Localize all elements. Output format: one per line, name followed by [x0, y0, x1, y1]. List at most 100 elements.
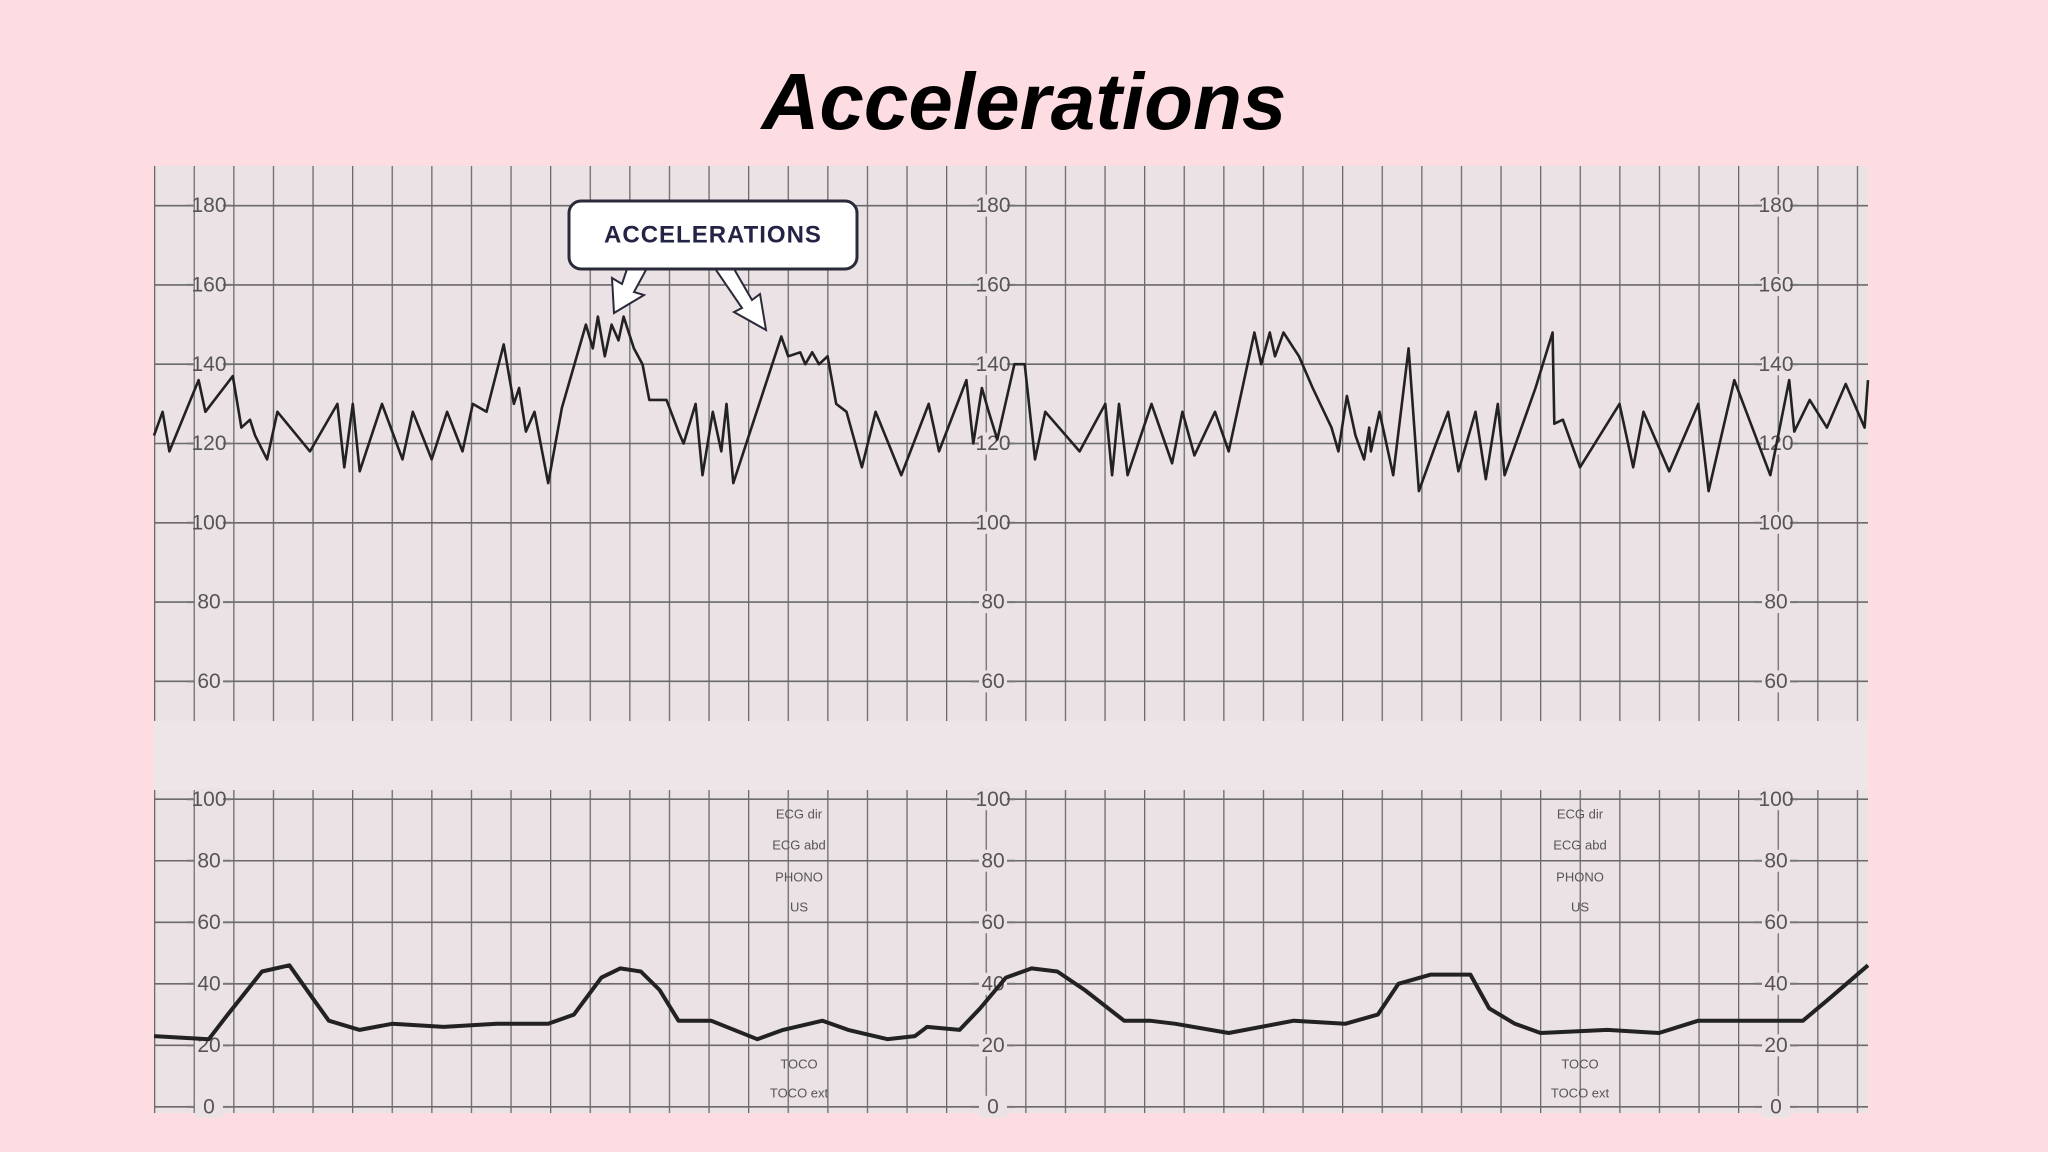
tick-label-bg	[1762, 273, 1790, 296]
tick-label-bg	[195, 788, 223, 811]
y-tick-label: 80	[197, 849, 220, 872]
tick-label-bg	[1762, 591, 1790, 614]
y-tick-label: 180	[191, 194, 226, 217]
tick-label-bg	[979, 788, 1007, 811]
tick-label-bg	[979, 972, 1007, 995]
y-tick-label: 60	[1764, 670, 1787, 693]
trace	[153, 963, 1870, 1042]
vertical-grid	[154, 790, 1868, 1113]
channel-label: ECG abd	[1553, 837, 1606, 852]
tick-label-bg	[979, 353, 1007, 376]
tick-label-bg	[1762, 1034, 1790, 1057]
y-tick-label: 80	[981, 849, 1004, 872]
toco-label: TOCO	[1561, 1056, 1598, 1071]
y-tick-label: 40	[197, 972, 220, 995]
tick-label-bg	[979, 911, 1007, 934]
tick-label-bg	[195, 849, 223, 872]
y-tick-label: 100	[975, 511, 1010, 534]
y-tick-label: 60	[1764, 911, 1787, 934]
y-tick-label: 20	[981, 1034, 1004, 1057]
y-tick-label: 0	[203, 1095, 215, 1118]
y-tick-label: 60	[197, 670, 220, 693]
y-tick-label: 80	[1764, 591, 1787, 614]
y-tick-label: 180	[1758, 194, 1793, 217]
panel-gap	[154, 721, 1868, 790]
callout-arrow	[610, 264, 648, 315]
tick-label-bg	[1762, 911, 1790, 934]
y-tick-label: 100	[1758, 788, 1793, 811]
callout-text: ACCELERATIONS	[604, 221, 822, 248]
y-tick-label: 0	[1770, 1095, 1782, 1118]
trace	[152, 315, 1870, 493]
y-tick-label: 40	[1764, 972, 1787, 995]
y-tick-label: 120	[191, 432, 226, 455]
channel-labels: ECG dir ECG abd PHONO US ECG dir ECG abd…	[770, 806, 1610, 1100]
tick-label-bg	[1762, 353, 1790, 376]
channel-label: PHONO	[1556, 869, 1604, 884]
y-tick-label: 180	[975, 194, 1010, 217]
channel-label: PHONO	[775, 869, 823, 884]
y-tick-label: 140	[975, 353, 1010, 376]
tick-label-bg	[195, 972, 223, 995]
tick-label-bg	[979, 511, 1007, 534]
y-tick-label: 100	[1758, 511, 1793, 534]
y-tick-label: 40	[981, 972, 1004, 995]
tick-label-bg	[1762, 1095, 1790, 1118]
tick-label-bg	[195, 194, 223, 217]
tick-label-bg	[979, 194, 1007, 217]
tick-label-bg	[979, 849, 1007, 872]
tick-label-bg	[1762, 194, 1790, 217]
y-tick-label: 80	[981, 591, 1004, 614]
channel-label: US	[1571, 899, 1589, 914]
tick-label-bg	[195, 591, 223, 614]
tick-label-bg	[1762, 849, 1790, 872]
channel-label: ECG dir	[1557, 806, 1604, 821]
toco-label: TOCO ext	[1551, 1085, 1610, 1100]
tick-label-bg	[195, 911, 223, 934]
y-tick-label: 120	[975, 432, 1010, 455]
y-tick-label: 80	[1764, 849, 1787, 872]
tick-label-bg	[195, 670, 223, 693]
tick-label-bg	[1762, 511, 1790, 534]
y-tick-label: 100	[191, 511, 226, 534]
tick-label-bg	[979, 1034, 1007, 1057]
y-tick-label: 140	[1758, 353, 1793, 376]
toco-label: TOCO	[780, 1056, 817, 1071]
channel-label: ECG dir	[776, 806, 823, 821]
tick-label-bg	[1762, 670, 1790, 693]
y-tick-label: 60	[981, 670, 1004, 693]
y-tick-label: 20	[1764, 1034, 1787, 1057]
tick-label-bg	[195, 353, 223, 376]
traces	[152, 315, 1870, 1042]
tick-label-bg	[195, 432, 223, 455]
y-tick-label: 140	[191, 353, 226, 376]
y-tick-label: 160	[191, 273, 226, 296]
y-tick-label: 160	[1758, 273, 1793, 296]
y-tick-label: 60	[197, 911, 220, 934]
slide-title: Accelerations	[760, 57, 1287, 146]
tick-label-bg	[979, 670, 1007, 693]
y-tick-label: 60	[981, 911, 1004, 934]
tick-label-bg	[979, 273, 1007, 296]
y-tick-label: 80	[197, 591, 220, 614]
callout: ACCELERATIONS	[567, 199, 859, 332]
tick-label-bg	[195, 273, 223, 296]
tick-label-bg	[979, 1095, 1007, 1118]
tick-label-bg	[979, 432, 1007, 455]
y-tick-label: 100	[191, 788, 226, 811]
channel-label: US	[790, 899, 808, 914]
callout-box	[567, 199, 859, 271]
channel-label: ECG abd	[772, 837, 825, 852]
y-tick-label: 0	[987, 1095, 999, 1118]
y-tick-label: 100	[975, 788, 1010, 811]
y-tick-label: 160	[975, 273, 1010, 296]
tick-label-bg	[195, 1095, 223, 1118]
tick-label-bg	[979, 591, 1007, 614]
tick-label-bg	[195, 511, 223, 534]
toco-label: TOCO ext	[770, 1085, 829, 1100]
tick-label-bg	[1762, 972, 1790, 995]
tick-label-bg	[1762, 788, 1790, 811]
